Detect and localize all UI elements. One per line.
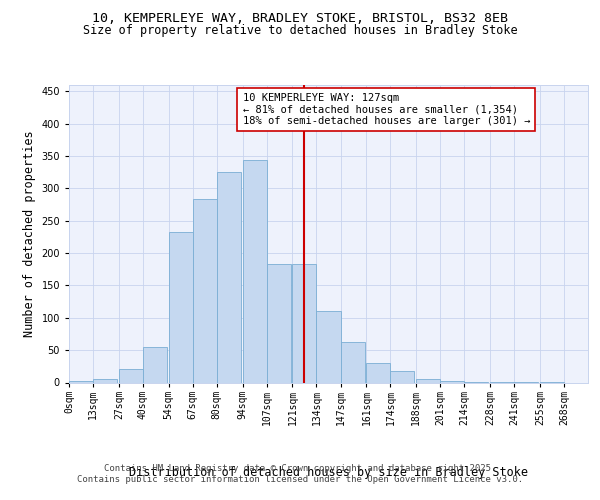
Y-axis label: Number of detached properties: Number of detached properties <box>23 130 36 337</box>
X-axis label: Distribution of detached houses by size in Bradley Stoke: Distribution of detached houses by size … <box>129 466 528 479</box>
Bar <box>143 347 167 382</box>
Text: Contains HM Land Registry data © Crown copyright and database right 2025.: Contains HM Land Registry data © Crown c… <box>104 464 496 473</box>
Text: 10, KEMPERLEYE WAY, BRADLEY STOKE, BRISTOL, BS32 8EB: 10, KEMPERLEYE WAY, BRADLEY STOKE, BRIST… <box>92 12 508 26</box>
Bar <box>193 200 217 382</box>
Bar <box>119 369 143 382</box>
Bar <box>266 264 290 382</box>
Bar <box>292 264 316 382</box>
Bar <box>242 160 266 382</box>
Bar <box>341 342 365 382</box>
Bar <box>367 363 391 382</box>
Bar <box>391 371 415 382</box>
Bar <box>316 310 341 382</box>
Text: Size of property relative to detached houses in Bradley Stoke: Size of property relative to detached ho… <box>83 24 517 37</box>
Text: 10 KEMPERLEYE WAY: 127sqm
← 81% of detached houses are smaller (1,354)
18% of se: 10 KEMPERLEYE WAY: 127sqm ← 81% of detac… <box>242 93 530 126</box>
Text: Contains public sector information licensed under the Open Government Licence v3: Contains public sector information licen… <box>77 475 523 484</box>
Bar <box>416 378 440 382</box>
Bar <box>440 381 464 382</box>
Bar <box>93 378 117 382</box>
Bar <box>169 232 193 382</box>
Bar <box>69 381 93 382</box>
Bar <box>217 172 241 382</box>
